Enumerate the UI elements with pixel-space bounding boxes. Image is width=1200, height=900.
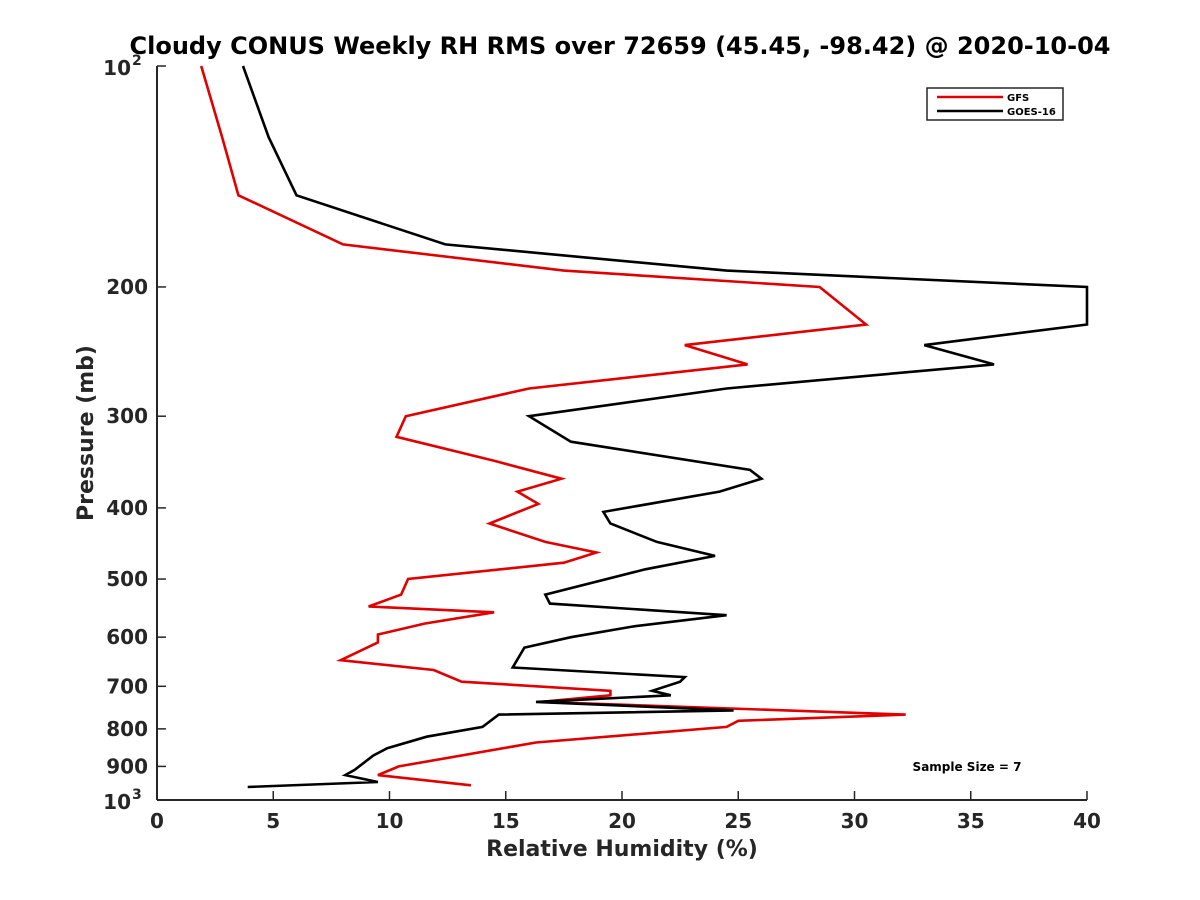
legend: GFS GOES-16 [926, 87, 1064, 121]
x-tick-label: 10 [376, 809, 404, 833]
y-tick-label: 700 [106, 674, 148, 698]
x-tick-label: 0 [150, 809, 164, 833]
y-tick-label: 200 [106, 275, 148, 299]
x-tick-label: 35 [957, 809, 985, 833]
legend-label-gfs: GFS [1007, 93, 1029, 104]
plot-area-frame [157, 66, 1087, 800]
y-tick-label: 300 [106, 404, 148, 428]
x-tick-label: 40 [1073, 809, 1101, 833]
y-tick-label: 500 [106, 567, 148, 591]
series-line-goes16 [241, 65, 1089, 789]
chart-title: Cloudy CONUS Weekly RH RMS over 72659 (4… [130, 32, 1111, 60]
x-tick-label: 30 [841, 809, 869, 833]
y-tick-label: 800 [106, 717, 148, 741]
x-tick-label: 25 [724, 809, 752, 833]
series-line-gfs [199, 65, 906, 787]
legend-box [926, 87, 1064, 121]
y-tick-label: 900 [106, 754, 148, 778]
x-tick-label: 20 [608, 809, 636, 833]
y-tick-label: 10 [103, 56, 131, 80]
y-tick-exponent: 2 [132, 53, 142, 69]
x-tick-label: 15 [492, 809, 520, 833]
y-tick-label: 400 [106, 496, 148, 520]
y-tick-label: 600 [106, 625, 148, 649]
legend-label-goes16: GOES-16 [1007, 107, 1056, 118]
series-layer [199, 65, 1089, 789]
x-axis-ticks: 0 5 10 15 20 25 30 35 40 [150, 791, 1101, 833]
sample-size-annotation: Sample Size = 7 [913, 760, 1022, 774]
x-tick-label: 5 [266, 809, 280, 833]
x-axis-label: Relative Humidity (%) [486, 837, 758, 862]
y-axis-label: Pressure (mb) [74, 345, 99, 521]
y-tick-exponent: 3 [132, 787, 142, 803]
y-tick-label: 10 [103, 790, 131, 814]
